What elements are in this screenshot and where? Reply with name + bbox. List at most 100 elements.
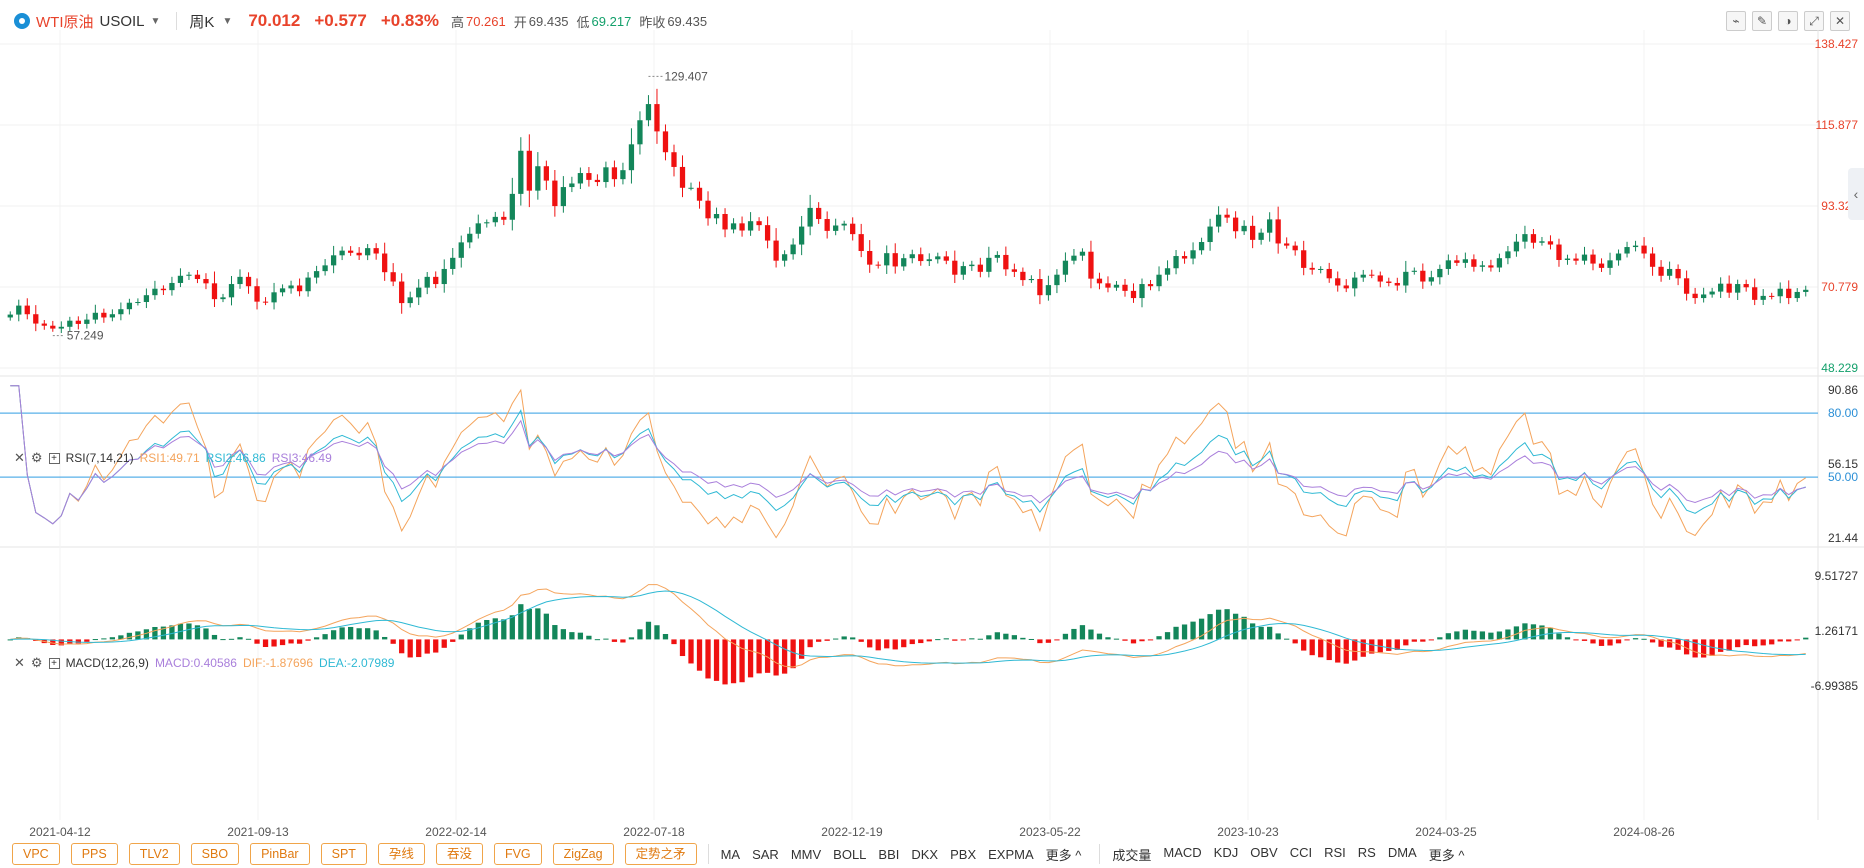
macd-bar-up bbox=[1556, 633, 1562, 640]
macd-bar-up bbox=[1071, 628, 1077, 640]
pattern-tag-button[interactable]: PPS bbox=[70, 843, 118, 865]
macd-bar-down bbox=[1624, 639, 1630, 641]
candle-down bbox=[1232, 217, 1239, 232]
macd-bar-down bbox=[1292, 639, 1298, 644]
expand-icon[interactable]: ⤢ bbox=[1804, 11, 1824, 31]
main-indicator-link[interactable]: BBI bbox=[878, 846, 900, 862]
macd-bar-down bbox=[1649, 639, 1656, 643]
main-indicator-link[interactable]: EXPMA bbox=[988, 846, 1034, 862]
macd-bar-down bbox=[816, 639, 822, 642]
candle-up bbox=[67, 320, 73, 327]
sub-indicator-link[interactable]: 成交量 bbox=[1112, 847, 1152, 863]
sub-indicator-link[interactable]: CCI bbox=[1289, 844, 1313, 860]
macd-bar-up bbox=[1241, 616, 1247, 640]
macd-bar-up bbox=[1062, 633, 1069, 640]
macd-bar-down bbox=[679, 639, 686, 657]
macd-add-icon[interactable]: + bbox=[48, 657, 60, 669]
candle-down bbox=[943, 256, 949, 261]
line-chart-icon[interactable]: ⌁ bbox=[1726, 11, 1746, 31]
candle-up bbox=[1445, 260, 1451, 269]
macd-close-icon[interactable]: ✕ bbox=[14, 655, 25, 670]
macd-bar-up bbox=[1496, 631, 1503, 640]
macd-bar-up bbox=[1173, 626, 1179, 640]
draw-pen-icon[interactable]: ✎ bbox=[1752, 11, 1772, 31]
candle-up bbox=[1267, 219, 1273, 233]
candle-down bbox=[552, 180, 558, 207]
candle-up bbox=[637, 120, 643, 145]
macd-bar-down bbox=[1786, 639, 1792, 642]
more-sub-indicators[interactable]: 更多 ^ bbox=[1428, 847, 1465, 863]
rsi-add-icon[interactable]: + bbox=[48, 452, 60, 464]
candle-up bbox=[1411, 270, 1417, 272]
sub-indicator-link[interactable]: DMA bbox=[1387, 844, 1417, 860]
sub-indicator-link[interactable]: MACD bbox=[1163, 844, 1202, 860]
main-indicator-link[interactable]: MA bbox=[720, 846, 741, 862]
main-indicator-link[interactable]: PBX bbox=[950, 846, 977, 862]
symbol-name[interactable]: WTI原油 bbox=[36, 13, 94, 31]
macd-bar-down bbox=[611, 639, 618, 642]
sub-indicator-link[interactable]: KDJ bbox=[1213, 844, 1239, 860]
close-icon[interactable]: ✕ bbox=[1830, 11, 1850, 31]
more-main-indicators[interactable]: 更多 ^ bbox=[1045, 847, 1082, 863]
candle-down bbox=[1658, 266, 1664, 276]
period-dropdown-icon[interactable]: ▼ bbox=[222, 15, 233, 27]
candle-down bbox=[1309, 267, 1315, 270]
sub-indicator-link[interactable]: RS bbox=[1357, 844, 1376, 860]
pattern-tag-button[interactable]: ZigZag bbox=[552, 843, 614, 865]
candle-up bbox=[1700, 294, 1707, 299]
candle-up bbox=[118, 309, 124, 315]
pattern-tag-button[interactable]: SPT bbox=[320, 843, 367, 865]
candle-up bbox=[322, 265, 328, 272]
macd-bar-down bbox=[1420, 639, 1426, 642]
pattern-tag-button[interactable]: SBO bbox=[190, 843, 240, 865]
last-price: 70.012 bbox=[248, 11, 301, 30]
candle-down bbox=[356, 252, 362, 256]
macd-bar-down bbox=[1666, 639, 1673, 648]
candle-down bbox=[1530, 234, 1537, 243]
macd-bar-up bbox=[1437, 637, 1443, 640]
main-indicator-link[interactable]: BOLL bbox=[833, 846, 867, 862]
pattern-tag-button[interactable]: 孕线 bbox=[377, 843, 425, 865]
toggle-icon[interactable]: ◑ bbox=[1778, 11, 1798, 31]
macd-bar-down bbox=[688, 639, 694, 664]
candle-up bbox=[1045, 285, 1052, 296]
symbol-code[interactable]: USOIL bbox=[99, 12, 145, 30]
sub-indicator-link[interactable]: RSI bbox=[1324, 844, 1346, 860]
pattern-tag-button[interactable]: TLV2 bbox=[128, 843, 180, 865]
collapse-panel-button[interactable]: ‹ bbox=[1848, 168, 1864, 220]
min-price-label: 57.249 bbox=[67, 329, 104, 343]
candle-down bbox=[211, 283, 218, 300]
candle-up bbox=[1215, 214, 1222, 227]
rsi-settings-icon[interactable]: ⚙ bbox=[30, 450, 43, 465]
macd-bar-down bbox=[1326, 639, 1332, 661]
candle-down bbox=[1275, 219, 1281, 244]
macd-bar-down bbox=[918, 639, 924, 644]
pattern-tag-button[interactable]: 定势之矛 bbox=[624, 843, 697, 865]
period-selector[interactable]: 周K bbox=[189, 13, 215, 31]
pattern-tag-button[interactable]: VPC bbox=[12, 843, 60, 865]
candle-up bbox=[92, 312, 98, 320]
sub-indicators: 成交量 MACD KDJ OBV CCI RSI RS DMA bbox=[1112, 845, 1428, 864]
main-indicator-link[interactable]: DKX bbox=[911, 846, 939, 862]
symbol-dropdown-icon[interactable]: ▼ bbox=[150, 15, 161, 27]
macd-bar-up bbox=[92, 639, 98, 641]
macd-header: ✕ ⚙ + MACD(12,26,9) MACD:0.40586 DIF:-1.… bbox=[14, 655, 394, 671]
candle-down bbox=[1011, 269, 1018, 272]
pattern-tag-button[interactable]: PinBar bbox=[250, 843, 310, 865]
rsi-axis-label: 50.00 bbox=[1828, 470, 1858, 484]
macd-settings-icon[interactable]: ⚙ bbox=[30, 655, 43, 670]
candle-down bbox=[739, 223, 745, 231]
pattern-tag-button[interactable]: FVG bbox=[493, 843, 542, 865]
rsi-close-icon[interactable]: ✕ bbox=[14, 450, 25, 465]
candle-down bbox=[1573, 258, 1579, 261]
candle-down bbox=[1675, 268, 1681, 279]
main-indicator-link[interactable]: MMV bbox=[790, 846, 822, 862]
candle-up bbox=[186, 274, 192, 276]
sub-indicator-link[interactable]: OBV bbox=[1250, 844, 1278, 860]
macd-bar-down bbox=[84, 639, 90, 642]
macd-bar-down bbox=[1760, 639, 1766, 646]
pattern-tag-button[interactable]: 吞没 bbox=[435, 843, 483, 865]
macd-bar-down bbox=[279, 639, 286, 646]
main-indicator-link[interactable]: SAR bbox=[752, 846, 779, 862]
